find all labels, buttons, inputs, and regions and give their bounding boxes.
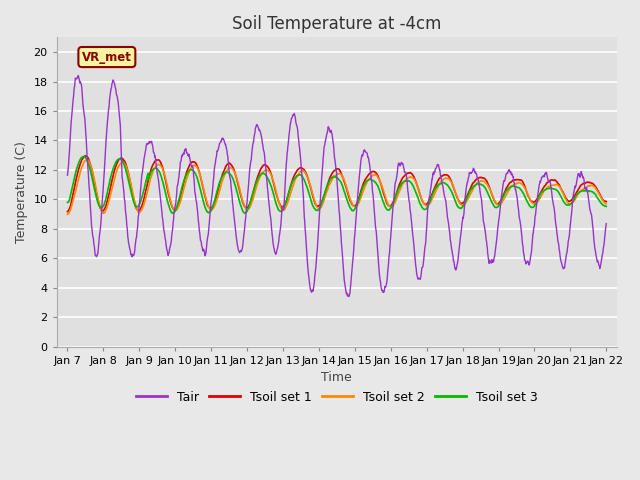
Y-axis label: Temperature (C): Temperature (C) [15,141,28,243]
Text: VR_met: VR_met [82,50,132,63]
Legend: Tair, Tsoil set 1, Tsoil set 2, Tsoil set 3: Tair, Tsoil set 1, Tsoil set 2, Tsoil se… [131,385,543,408]
Title: Soil Temperature at -4cm: Soil Temperature at -4cm [232,15,442,33]
X-axis label: Time: Time [321,372,352,384]
